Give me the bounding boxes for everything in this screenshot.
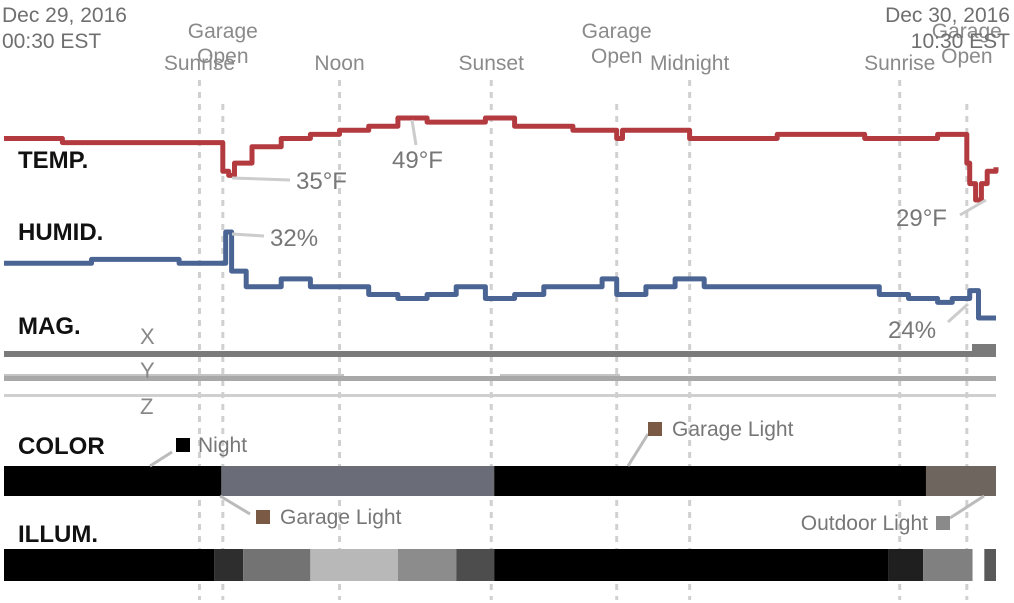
temp-track-label: TEMP. [18, 147, 88, 174]
illum-segment [923, 549, 973, 581]
event-gridlines [197, 80, 969, 600]
night-legend-swatch [176, 438, 190, 452]
humid-low-leader [946, 302, 970, 324]
color-segment [221, 466, 495, 496]
humid-high-leader [231, 232, 265, 238]
illum-segment [972, 549, 985, 581]
humid-high-annotation: 32% [270, 225, 318, 252]
humid-series-line [4, 229, 996, 321]
illum-segment [4, 549, 215, 581]
illum-segment [494, 549, 889, 581]
mag-y-row [4, 374, 996, 381]
humid-low-annotation: 24% [888, 317, 936, 344]
illum-track-label: ILLUM. [18, 521, 98, 548]
event-label-sunrise1: Sunrise [164, 52, 235, 75]
event-label-garage-open1-2: Open [197, 45, 248, 68]
event-label-sunrise2: Sunrise [864, 52, 935, 75]
garage-light-bottom-leader [219, 494, 251, 516]
temp-high-annotation: 49°F [392, 147, 443, 174]
mag-x-row [4, 344, 996, 357]
temp-series-line [4, 115, 999, 203]
outdoor-light-leader [949, 494, 985, 520]
humid-track-label: HUMID. [18, 219, 103, 246]
mag-x-axis-label: X [140, 324, 155, 349]
color-segment [494, 466, 926, 496]
mag-z-row [4, 394, 996, 397]
start-time-label: 00:30 EST [2, 30, 101, 53]
garage-light-top-leader [626, 433, 650, 467]
garage-light-bottom-swatch [256, 510, 270, 524]
mag-y-axis-label: Y [140, 358, 155, 383]
event-label-garage-open2-1: Garage [582, 20, 652, 43]
event-label-garage-open2-2: Open [591, 45, 642, 68]
event-label-garage-open1-1: Garage [188, 20, 258, 43]
event-label-sunset: Sunset [459, 52, 525, 75]
illum-segment [214, 549, 244, 581]
event-label-garage-open3-2: Open [941, 45, 992, 68]
color-segment [4, 466, 222, 496]
illum-segment [397, 549, 457, 581]
event-label-noon: Noon [314, 52, 364, 75]
mag-z-axis-label: Z [140, 394, 153, 419]
outdoor-light-swatch [936, 516, 950, 530]
illum-segment [888, 549, 924, 581]
mag-track-label: MAG. [18, 313, 81, 340]
outdoor-light-label: Outdoor Light [801, 512, 928, 535]
temp-low1-leader [231, 176, 291, 182]
temp-high-leader [410, 119, 418, 146]
illum-strip [4, 549, 996, 581]
event-label-garage-open3-1: Garage [932, 20, 1002, 43]
night-legend-leader [149, 450, 173, 468]
event-label-midnight: Midnight [650, 52, 730, 75]
color-segment [925, 466, 996, 496]
end-date-label: Dec 30, 2016 [885, 4, 1010, 27]
garage-light-top-swatch [648, 422, 662, 436]
color-strip [4, 466, 996, 496]
temp-low1-annotation: 35°F [296, 168, 347, 195]
color-track-label: COLOR [18, 433, 105, 460]
night-legend-label: Night [198, 434, 247, 457]
illum-segment [456, 549, 495, 581]
end-time-label: 10:30 EST [911, 30, 1010, 53]
temp-low2-annotation: 29°F [896, 205, 947, 232]
illum-segment [243, 549, 311, 581]
garage-light-bottom-label: Garage Light [280, 506, 402, 529]
temp-low2-leader [959, 198, 987, 217]
illum-segment [984, 549, 996, 581]
garage-light-top-label: Garage Light [672, 418, 794, 441]
start-date-label: Dec 29, 2016 [2, 4, 127, 27]
illum-segment [310, 549, 398, 581]
